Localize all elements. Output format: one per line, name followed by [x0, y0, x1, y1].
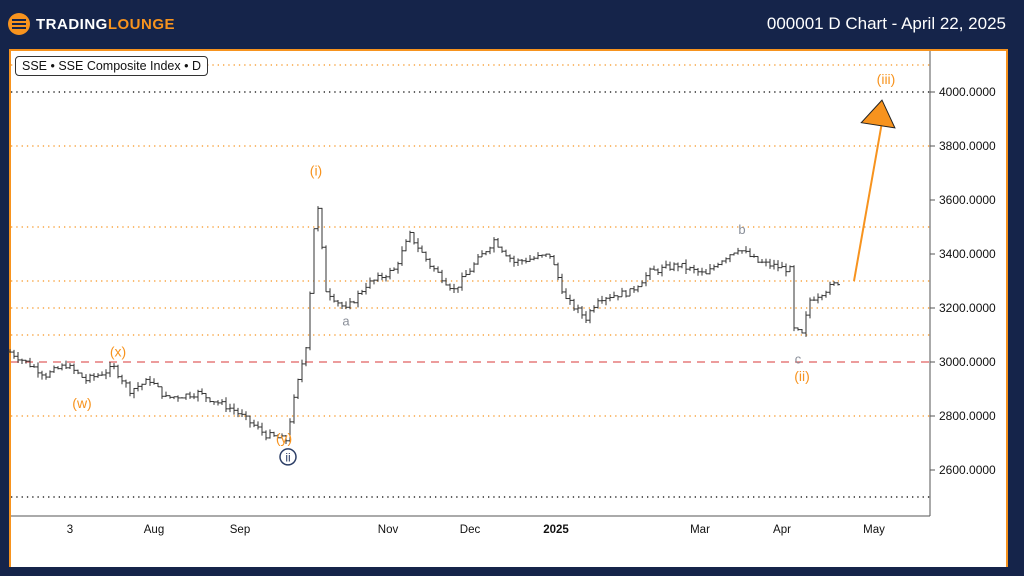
wave-circle-icon	[279, 448, 297, 466]
y-tick-label: 3200.0000	[939, 301, 996, 315]
wave-label: ii	[285, 450, 290, 464]
x-tick-label: Dec	[460, 524, 481, 536]
x-tick-label: Mar	[690, 524, 710, 536]
logo-text-lounge: LOUNGE	[107, 15, 175, 33]
x-tick-label: 2025	[543, 524, 569, 536]
y-tick-label: 3600.0000	[939, 193, 996, 207]
wave-label: a	[342, 314, 350, 329]
y-tick-label: 3400.0000	[939, 247, 996, 261]
wave-label: c	[795, 351, 802, 366]
y-tick-label: 2600.0000	[939, 463, 996, 477]
x-tick-label: Aug	[144, 524, 164, 536]
y-tick-label: 3000.0000	[939, 355, 996, 369]
wave-label: (i)	[310, 163, 322, 179]
logo-text-trading: TRADING	[36, 15, 108, 33]
y-tick-label: 3800.0000	[939, 139, 996, 153]
wave-label: (iii)	[877, 71, 896, 87]
x-tick-label: May	[863, 524, 885, 536]
x-tick-label: 3	[67, 524, 73, 536]
tradinglounge-logo: TRADINGLOUNGE	[8, 13, 175, 35]
chart-frame	[9, 49, 1008, 567]
x-tick-label: Sep	[230, 524, 250, 536]
projection-arrow-line	[853, 121, 883, 282]
chart-title: 000001 D Chart - April 22, 2025	[766, 14, 1006, 33]
wave-label: (y)	[276, 430, 292, 446]
symbol-legend[interactable]: SSE • SSE Composite Index • D	[15, 56, 208, 76]
y-tick-label: 2800.0000	[939, 409, 996, 423]
y-tick-label: 4000.0000	[939, 85, 996, 99]
x-tick-label: Nov	[378, 524, 399, 536]
projection-arrow-head	[860, 99, 896, 129]
x-tick-label: Apr	[773, 524, 791, 536]
wave-label: (x)	[110, 344, 126, 360]
logo-icon	[8, 13, 30, 35]
wave-label: (ii)	[794, 368, 810, 384]
wave-label: b	[738, 222, 745, 237]
wave-label: (w)	[72, 395, 91, 411]
